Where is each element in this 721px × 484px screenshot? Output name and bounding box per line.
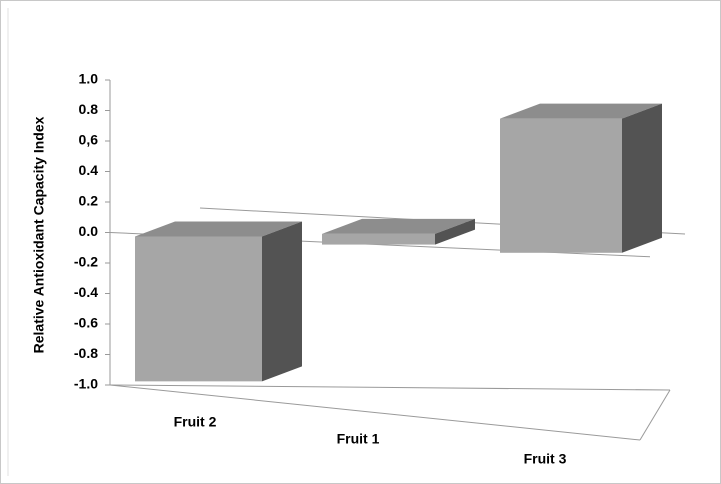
bar-front: [500, 118, 622, 253]
bar: [322, 218, 475, 245]
x-tick-label: Fruit 3: [524, 451, 567, 467]
bar: [500, 103, 662, 253]
y-tick-label: 0,6: [79, 132, 99, 148]
y-tick-label: -1.0: [74, 376, 98, 392]
y-tick-label: 0.4: [79, 162, 99, 178]
y-tick-label: -0.6: [74, 315, 98, 331]
x-tick-label: Fruit 2: [174, 414, 217, 430]
y-tick-label: -0.8: [74, 345, 98, 361]
y-axis-title: Relative Antioxidant Capacity Index: [31, 116, 47, 353]
y-tick-label: 1.0: [79, 71, 99, 87]
floor-front-line: [109, 384, 641, 441]
y-tick-label: 0.0: [79, 223, 99, 239]
bar-side: [435, 218, 475, 245]
floor-side-line: [639, 389, 671, 441]
y-tick-label: 0.2: [79, 193, 99, 209]
y-tick-label: 0.8: [79, 101, 99, 117]
x-tick-label: Fruit 1: [337, 431, 380, 447]
y-tick-label: -0.4: [74, 284, 98, 300]
bar-side: [622, 103, 662, 253]
y-tick-label: -0.2: [74, 254, 98, 270]
bar-side: [262, 221, 302, 382]
bar-front: [322, 233, 435, 245]
bar-front: [135, 236, 262, 382]
bar: [135, 221, 302, 382]
bar-top: [135, 221, 302, 237]
bar-top: [322, 218, 475, 234]
bar-top: [500, 103, 662, 119]
floor-back-line: [109, 384, 671, 391]
